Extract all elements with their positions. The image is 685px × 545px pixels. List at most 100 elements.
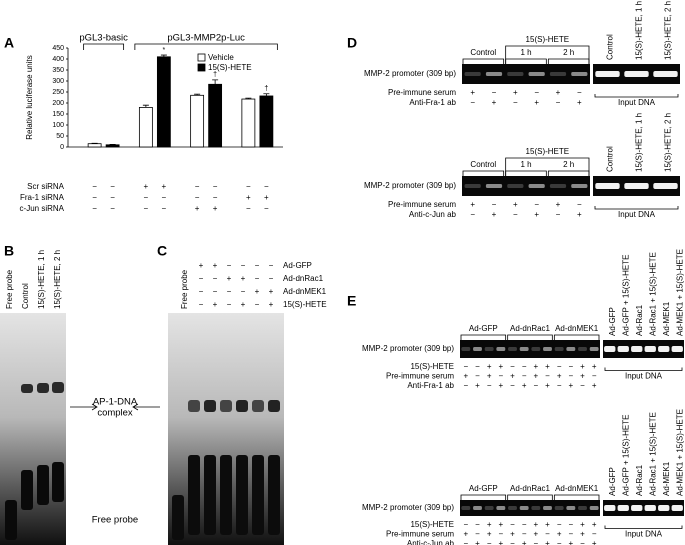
legend-label: 15(S)-HETE <box>208 63 252 72</box>
gel-band <box>653 183 678 189</box>
sign: + <box>534 210 539 219</box>
lane-label: Ad-MEK1 <box>662 461 671 496</box>
sign: + <box>592 362 597 371</box>
significance-marker: † <box>213 72 217 79</box>
sign: − <box>510 520 515 529</box>
row-label: c-Jun siRNA <box>20 204 65 213</box>
gel-band <box>589 506 599 510</box>
gel-band <box>484 506 494 510</box>
group-bracket <box>83 43 125 50</box>
sign: − <box>110 204 115 213</box>
sign: + <box>470 200 475 209</box>
gel-band <box>631 346 643 352</box>
sign: − <box>568 530 573 539</box>
lane-label: Ad-Rac1 + 15(S)-HETE <box>648 412 657 496</box>
gel-band <box>549 72 567 76</box>
lane-label: Ad-Rac1 <box>635 464 644 496</box>
gel-band <box>464 72 481 76</box>
sign: − <box>577 88 582 97</box>
gel-band <box>519 347 529 351</box>
gel-band <box>604 505 616 511</box>
sign: − <box>162 193 167 202</box>
sign: − <box>255 300 260 309</box>
sign: − <box>534 88 539 97</box>
y-tick-label: 0 <box>60 144 64 151</box>
gel-band <box>589 347 599 351</box>
sign: − <box>510 362 515 371</box>
row-label: Ad-dnRac1 <box>283 274 324 283</box>
sign: + <box>557 530 562 539</box>
gel-band <box>571 184 588 188</box>
band-label: MMP-2 promoter (309 bp) <box>364 181 456 190</box>
sign: + <box>545 381 550 390</box>
sign: − <box>510 381 515 390</box>
row-label: Pre-immune serum <box>388 88 456 97</box>
legend-swatch <box>197 63 206 72</box>
sign: − <box>213 193 218 202</box>
sign: − <box>199 274 204 283</box>
gel-band <box>461 347 471 351</box>
gel-band <box>496 347 506 351</box>
arrow <box>132 403 160 411</box>
sign: − <box>227 300 232 309</box>
gel-band <box>578 506 587 510</box>
error-bar <box>194 93 201 96</box>
y-tick-label: 450 <box>52 45 64 52</box>
sign: − <box>475 362 480 371</box>
sign: + <box>522 381 527 390</box>
group-label: Input DNA <box>625 530 663 539</box>
gel-band <box>5 500 17 540</box>
sign: + <box>513 88 518 97</box>
panel-label: A <box>4 35 14 51</box>
lane-label: Ad-MEK1 + 15(S)-HETE <box>675 249 684 336</box>
y-tick-label: 50 <box>56 133 64 140</box>
row-label: 15(S)-HETE <box>410 362 454 371</box>
y-tick-label: 150 <box>52 111 64 118</box>
gel-band <box>236 455 248 535</box>
sign: + <box>487 372 492 381</box>
bracket <box>547 170 590 176</box>
y-axis-label: Relative luciferase units <box>25 55 34 139</box>
sign: − <box>475 372 480 381</box>
sign: − <box>199 300 204 309</box>
sign: − <box>580 381 585 390</box>
sign: − <box>568 372 573 381</box>
sign: + <box>545 362 550 371</box>
sign: + <box>592 381 597 390</box>
sign: − <box>592 372 597 381</box>
sign: − <box>545 372 550 381</box>
lane-label: Control <box>21 283 30 309</box>
gel-band <box>624 71 649 77</box>
sign: + <box>255 287 260 296</box>
sign: − <box>533 539 538 545</box>
group-label: 15(S)-HETE <box>526 147 570 156</box>
row-label: Anti-Fra-1 ab <box>409 98 456 107</box>
row-label: Pre-immune serum <box>386 372 454 381</box>
gel-band <box>595 71 620 77</box>
sign: + <box>227 274 232 283</box>
sign: − <box>195 182 200 191</box>
sign: − <box>592 530 597 539</box>
bracket <box>507 334 553 340</box>
y-tick-label: 350 <box>52 67 64 74</box>
gel-band <box>624 183 649 189</box>
gel-band <box>485 72 503 76</box>
sign: + <box>568 381 573 390</box>
annotation: AP-1-DNA <box>93 397 138 408</box>
gel-band <box>531 347 541 351</box>
sign: + <box>492 210 497 219</box>
panel-label: C <box>157 243 167 259</box>
sign: − <box>92 182 97 191</box>
sign: − <box>213 287 218 296</box>
lane-label: 15(S)-HETE, 2 h <box>664 113 673 172</box>
sign: − <box>463 539 468 545</box>
sign: + <box>195 204 200 213</box>
gel-band <box>507 72 524 76</box>
gel-band <box>507 184 524 188</box>
gel-band <box>485 184 503 188</box>
bracket <box>505 170 547 176</box>
sign: − <box>213 274 218 283</box>
bracket <box>505 45 590 64</box>
gel-band <box>566 506 576 510</box>
